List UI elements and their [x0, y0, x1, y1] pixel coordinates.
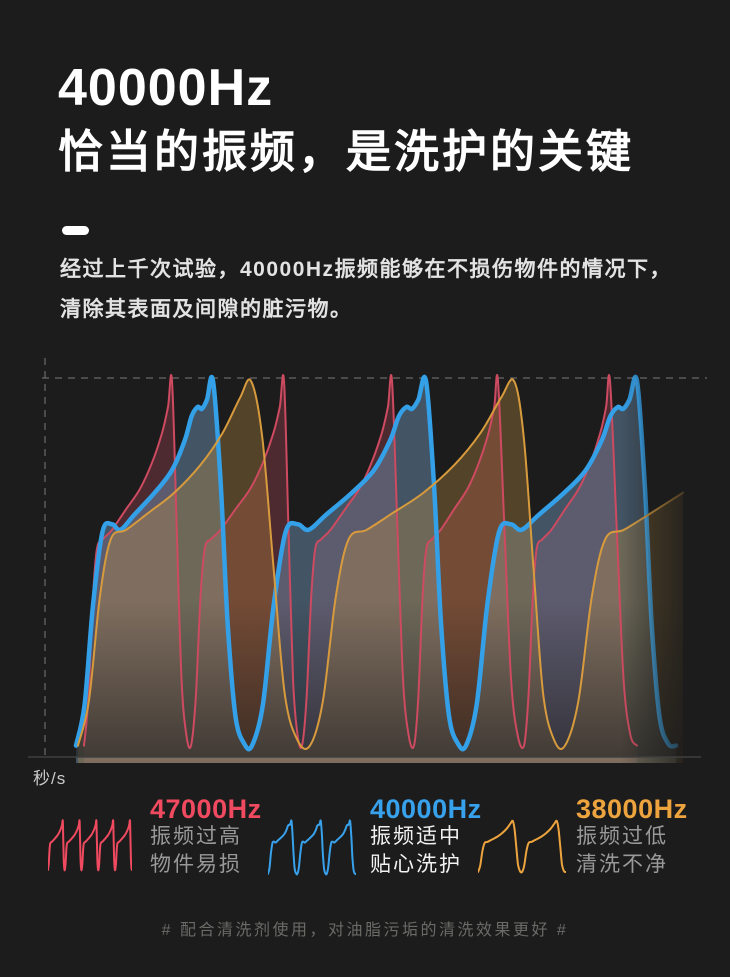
wave-icon-47000hz	[48, 819, 132, 872]
legend-text-40000hz: 40000Hz 振频适中 贴心洗护	[370, 795, 482, 879]
legend-desc-line1: 振频过高	[150, 825, 242, 848]
legend-text-38000hz: 38000Hz 振频过低 清洗不净	[576, 795, 688, 879]
legend-desc-line1: 振频适中	[370, 825, 462, 848]
x-axis-unit-label: 秒/s	[33, 769, 67, 788]
description: 经过上千次试验，40000Hz振频能够在不损伤物件的情况下， 清除其表面及间隙的脏…	[60, 250, 700, 330]
legend: 47000Hz 振频过高 物件易损 40000Hz 振频适中 贴心洗护 3800…	[0, 795, 730, 895]
legend-desc-line2: 清洗不净	[576, 853, 668, 876]
legend-desc-line2: 贴心洗护	[370, 853, 462, 876]
legend-frequency-label: 47000Hz	[150, 794, 262, 824]
legend-text-47000hz: 47000Hz 振频过高 物件易损	[150, 795, 262, 879]
page-subtitle: 恰当的振频，是洗护的关键	[58, 126, 635, 177]
legend-frequency-label: 38000Hz	[576, 794, 688, 824]
legend-desc-line2: 物件易损	[150, 853, 242, 876]
legend-desc-line1: 振频过低	[576, 825, 668, 848]
wave-icon-38000hz	[478, 819, 566, 874]
title-underline	[62, 226, 89, 235]
legend-frequency-label: 40000Hz	[370, 794, 482, 824]
description-line1: 经过上千次试验，40000Hz振频能够在不损伤物件的情况下，	[60, 258, 673, 281]
wave-icon-40000hz	[268, 819, 356, 876]
footer-note: # 配合清洗剂使用，对油脂污垢的清洗效果更好 #	[161, 922, 569, 939]
page-title: 40000Hz	[58, 59, 274, 117]
description-line2: 清除其表面及间隙的脏污物。	[60, 298, 353, 321]
